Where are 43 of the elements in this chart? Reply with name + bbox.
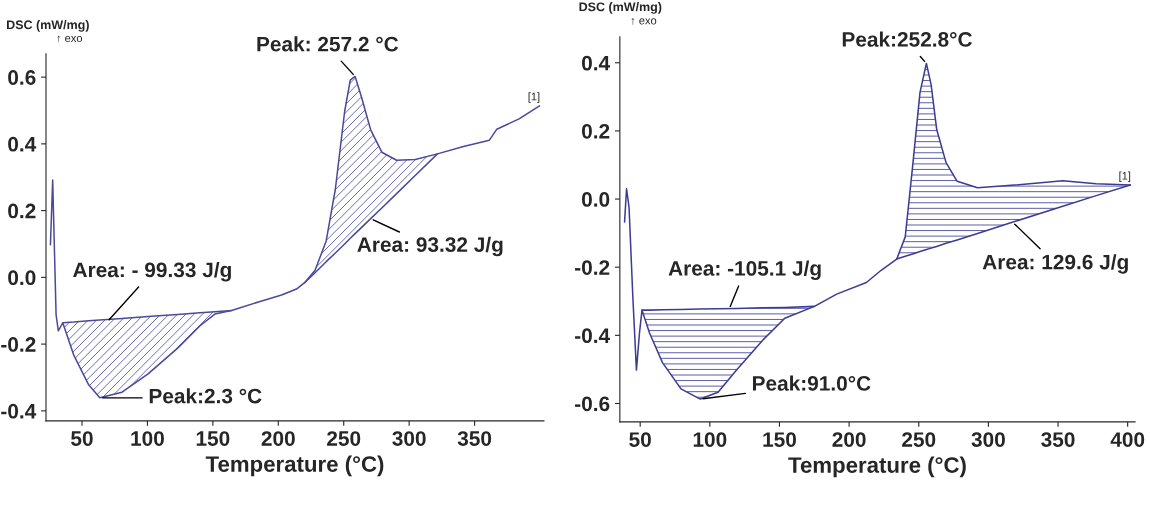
- x-tick-label: 100: [131, 431, 164, 446]
- x-tick-label: 300: [392, 431, 426, 446]
- text: ↑ exo: [631, 18, 657, 25]
- x-axis-title: Temperature (°C): [205, 455, 384, 477]
- y-tick-label: 0.2: [581, 123, 610, 139]
- y-tick-label: -0.4: [1, 403, 37, 419]
- annotation: Area: 129.6 J/g: [982, 254, 1128, 274]
- x-tick-label: 200: [832, 432, 866, 447]
- y-tick-label: 0.2: [8, 203, 36, 219]
- x-tick-label: 150: [763, 432, 796, 447]
- y-tick-label: 0.4: [581, 55, 611, 71]
- annotation: Area: -105.1 J/g: [668, 260, 821, 280]
- annotation: [1]: [1119, 171, 1131, 182]
- x-tick-label: 250: [902, 432, 936, 447]
- y-tick-label: 0.4: [8, 136, 37, 152]
- text: ↑ exo: [57, 35, 83, 43]
- annotation: Peak:2.3 °C: [149, 388, 262, 404]
- y-tick-label: 0.0: [581, 192, 610, 207]
- annotation: Peak: 257.2 °C: [257, 36, 399, 52]
- y-tick-label: -0.2: [1, 337, 36, 352]
- x-tick-label: 300: [971, 432, 1005, 447]
- y-tick-label: -0.4: [575, 328, 611, 344]
- x-tick-label: 100: [693, 432, 727, 447]
- x-tick-label: 200: [261, 431, 295, 446]
- x-axis-title: Temperature (°C): [788, 456, 966, 478]
- y-tick-label: -0.6: [575, 396, 610, 412]
- x-tick-label: 250: [327, 431, 361, 446]
- x-tick-label: 400: [1110, 432, 1145, 447]
- x-tick-label: 350: [457, 431, 492, 446]
- y-tick-label: -0.2: [575, 260, 610, 275]
- y-tick-label: 0.0: [8, 270, 36, 286]
- annotation: Area: 93.32 J/g: [357, 236, 503, 257]
- y-axis-title: DSC (mW/mg): [7, 20, 89, 32]
- x-tick-label: 50: [629, 432, 651, 447]
- x-tick-label: 50: [71, 431, 93, 446]
- x-tick-label: 150: [196, 431, 230, 446]
- annotation: Peak:252.8°C: [842, 31, 972, 47]
- annotation: [1]: [528, 92, 540, 103]
- annotation: Peak:91.0°C: [753, 375, 871, 391]
- y-tick-label: 0.6: [8, 70, 36, 85]
- annotation: Area: - 99.33 J/g: [73, 261, 231, 282]
- x-tick-label: 350: [1041, 432, 1075, 447]
- y-axis-title: DSC (mW/mg): [579, 2, 662, 14]
